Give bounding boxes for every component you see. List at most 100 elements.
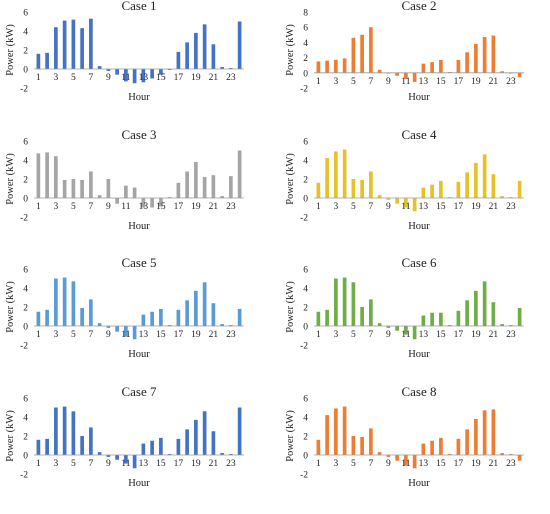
x-tick-label: 5 <box>351 459 356 469</box>
bar-hour-14 <box>430 440 434 455</box>
bar-hour-18 <box>185 171 189 198</box>
bar-hour-22 <box>220 196 224 198</box>
bar-hour-5 <box>71 179 76 198</box>
x-tick-label: 15 <box>156 202 166 212</box>
x-tick-label: 9 <box>386 77 391 87</box>
bar-hour-10 <box>115 455 119 460</box>
x-tick-label: 17 <box>174 202 184 212</box>
x-axis-label: Hour <box>128 221 150 232</box>
x-tick-label: 7 <box>89 202 94 212</box>
bar-hour-19 <box>474 43 478 73</box>
y-axis-label: Power (kW) <box>5 24 16 76</box>
y-tick-label: -2 <box>20 85 28 95</box>
y-tick-label: 4 <box>303 157 308 167</box>
x-tick-label: 3 <box>334 330 339 340</box>
y-tick-label: 2 <box>303 54 308 64</box>
bar-hour-13 <box>421 63 426 73</box>
bar-hour-15 <box>159 198 163 207</box>
bar-hour-18 <box>185 300 189 326</box>
x-tick-label: 15 <box>436 459 446 469</box>
y-axis-label: Power (kW) <box>285 24 296 76</box>
bar-hour-22 <box>500 71 504 73</box>
x-tick-label: 15 <box>436 77 446 87</box>
bar-hour-19 <box>194 290 198 326</box>
chart-title: Case 8 <box>401 384 436 399</box>
y-tick-label: 4 <box>23 414 28 424</box>
bar-hour-6 <box>80 307 84 326</box>
x-axis-label: Hour <box>408 92 430 103</box>
bar-hour-10 <box>395 326 399 331</box>
x-tick-label: 1 <box>316 459 321 469</box>
x-tick-label: 13 <box>419 330 429 340</box>
bar-hour-17 <box>456 59 461 73</box>
x-tick-label: 11 <box>401 77 410 87</box>
bar-hour-7 <box>369 171 373 198</box>
bar-hour-24 <box>517 180 522 198</box>
chart-title: Case 7 <box>121 384 157 399</box>
bar-hour-14 <box>150 311 154 326</box>
bar-hour-14 <box>430 312 434 326</box>
bar-hour-12 <box>412 455 417 469</box>
bar-hour-4 <box>342 406 347 455</box>
x-tick-label: 11 <box>401 330 410 340</box>
bar-hour-24 <box>237 308 242 326</box>
bar-hour-21 <box>211 175 216 198</box>
bar-hour-4 <box>342 58 347 73</box>
y-tick-label: 6 <box>23 266 28 276</box>
bar-hour-4 <box>342 149 347 198</box>
bar-hour-4 <box>342 277 347 326</box>
x-tick-label: 17 <box>454 330 464 340</box>
bar-hour-14 <box>150 198 154 208</box>
bar-hour-7 <box>89 427 93 455</box>
y-tick-label: 4 <box>23 28 28 38</box>
y-tick-label: 0 <box>303 195 308 205</box>
bar-hour-24 <box>517 72 522 78</box>
bar-hour-2 <box>325 415 329 455</box>
y-axis-label: Power (kW) <box>5 153 16 205</box>
bar-hour-15 <box>159 437 163 455</box>
x-tick-label: 3 <box>334 77 339 87</box>
bar-hour-7 <box>369 428 373 455</box>
bar-hour-22 <box>500 453 504 455</box>
x-tick-label: 5 <box>71 202 76 212</box>
y-tick-label: 8 <box>303 9 308 19</box>
bar-hour-12 <box>412 72 417 82</box>
bar-hour-17 <box>176 438 181 455</box>
x-tick-label: 7 <box>369 77 374 87</box>
x-tick-label: 17 <box>174 73 184 83</box>
x-tick-label: 17 <box>454 459 464 469</box>
bar-hour-12 <box>132 455 137 469</box>
x-tick-label: 17 <box>174 459 184 469</box>
bar-hour-5 <box>351 37 356 73</box>
y-tick-label: 0 <box>23 195 28 205</box>
chart-title: Case 1 <box>121 0 156 13</box>
y-tick-label: 0 <box>23 323 28 333</box>
y-tick-label: 0 <box>23 452 28 462</box>
bar-hour-10 <box>395 72 399 76</box>
x-tick-label: 13 <box>419 459 429 469</box>
x-tick-label: 19 <box>191 459 201 469</box>
bar-hour-21 <box>491 174 496 198</box>
bar-hour-6 <box>360 34 364 73</box>
bar-hour-13 <box>141 69 146 83</box>
bar-hour-12 <box>412 198 417 212</box>
x-tick-label: 1 <box>316 202 321 212</box>
bar-hour-13 <box>421 443 426 455</box>
bar-hour-9 <box>106 179 111 198</box>
y-axis-label: Power (kW) <box>285 281 296 333</box>
bar-hour-16 <box>167 325 172 326</box>
x-tick-label: 3 <box>54 73 59 83</box>
x-tick-label: 1 <box>36 330 41 340</box>
bar-hour-20 <box>202 411 207 455</box>
x-tick-label: 13 <box>139 73 149 83</box>
bar-hour-2 <box>325 158 329 198</box>
bar-hour-23 <box>229 68 233 69</box>
bar-hour-6 <box>80 28 84 69</box>
y-tick-label: 2 <box>23 176 28 186</box>
y-tick-label: -2 <box>300 85 308 95</box>
x-tick-label: 9 <box>386 459 391 469</box>
bar-hour-3 <box>54 156 58 198</box>
bar-hour-16 <box>167 69 172 70</box>
